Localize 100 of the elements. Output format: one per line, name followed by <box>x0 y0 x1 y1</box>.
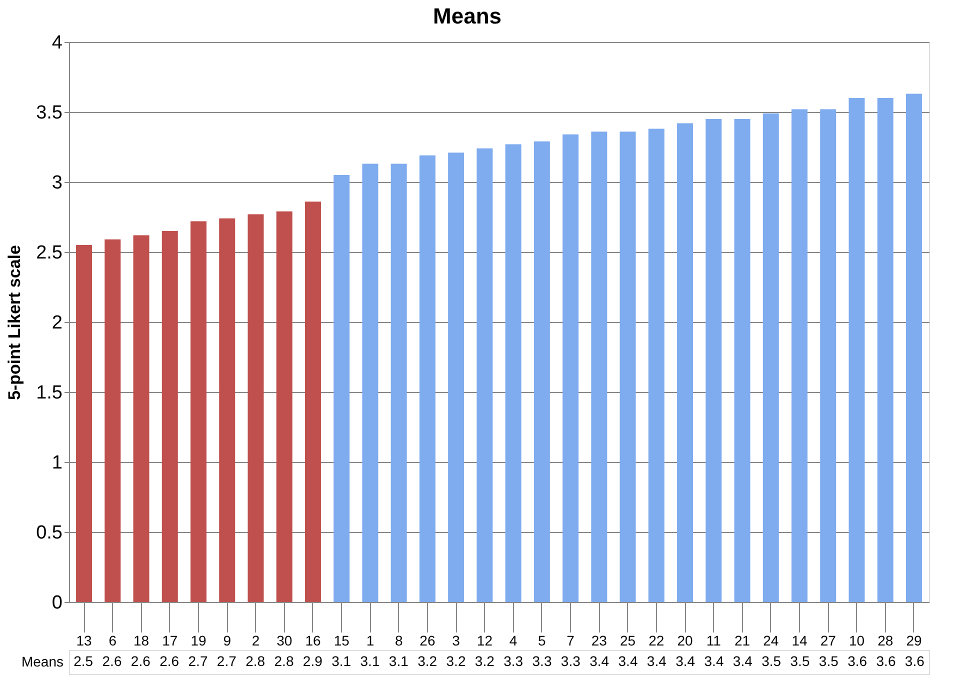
y-axis-title: 5-point Likert scale <box>5 245 24 400</box>
x-tick-label: 7 <box>566 632 575 648</box>
bar <box>762 113 779 602</box>
bar <box>76 245 92 602</box>
x-tick-label: 27 <box>820 632 836 648</box>
data-label: 3.4 <box>618 653 638 669</box>
x-tick-label: 25 <box>620 632 636 648</box>
bar <box>906 94 922 602</box>
bar <box>334 175 350 602</box>
x-tick-label: 8 <box>394 632 403 648</box>
data-label: 3.5 <box>818 653 839 669</box>
data-label: 3.5 <box>790 653 810 669</box>
x-tick-label: 19 <box>190 632 206 648</box>
y-tick-label: 3.5 <box>36 102 62 124</box>
data-label: 3.6 <box>904 653 925 669</box>
data-label: 3.1 <box>332 653 352 669</box>
y-tick-label: 3 <box>52 172 62 194</box>
data-label: 2.6 <box>102 653 122 669</box>
data-label: 3.4 <box>732 653 753 669</box>
data-label: 2.8 <box>246 653 266 669</box>
data-label: 3.3 <box>504 653 524 669</box>
x-tick-label: 2 <box>252 632 260 648</box>
data-label: 3.3 <box>532 653 552 669</box>
bar <box>734 119 750 602</box>
x-tick-label: 22 <box>648 632 664 648</box>
data-label: 3.1 <box>360 653 380 669</box>
y-tick-label: 0.5 <box>36 522 62 544</box>
bar <box>419 155 436 602</box>
bar <box>648 128 664 602</box>
bar <box>792 109 808 602</box>
x-tick-label: 24 <box>763 632 779 648</box>
bar <box>820 109 836 602</box>
data-label: 3.6 <box>848 653 868 669</box>
y-tick-label: 1 <box>52 452 62 474</box>
x-tick-label: 5 <box>538 632 546 648</box>
x-tick-label: 14 <box>792 632 808 648</box>
bar <box>276 211 292 602</box>
chart-title: Means <box>433 4 502 28</box>
bar <box>390 164 407 602</box>
x-tick-label: 17 <box>162 632 178 648</box>
bar <box>448 152 464 602</box>
x-tick-label: 29 <box>906 632 922 648</box>
data-label: 3.4 <box>704 653 724 669</box>
data-label: 2.6 <box>160 653 180 669</box>
data-label: 2.8 <box>274 653 294 669</box>
x-tick-label: 16 <box>305 632 321 648</box>
bar <box>591 132 608 602</box>
y-tick-label: 2.5 <box>36 242 62 264</box>
x-tick-label: 3 <box>452 632 460 648</box>
x-tick-label: 1 <box>366 632 374 648</box>
bar <box>562 134 579 602</box>
x-tick-label: 15 <box>334 632 350 648</box>
bar <box>304 202 321 602</box>
x-tick-label: 11 <box>706 632 722 648</box>
y-tick-label: 0 <box>52 592 62 614</box>
bar <box>877 98 894 602</box>
bar <box>534 141 550 602</box>
x-tick-label: 4 <box>509 632 518 648</box>
bar <box>133 235 150 602</box>
data-label: 2.5 <box>74 653 94 669</box>
x-tick-label: 26 <box>420 632 436 648</box>
data-label: 3.5 <box>762 653 782 669</box>
data-label: 2.9 <box>302 653 323 669</box>
bar <box>362 164 378 602</box>
bar <box>104 239 121 602</box>
data-label: 2.6 <box>130 653 151 669</box>
data-label: 2.7 <box>188 653 208 669</box>
data-label: 3.4 <box>590 653 610 669</box>
data-label: 3.4 <box>676 653 696 669</box>
x-tick-label: 6 <box>108 632 117 648</box>
bar <box>677 123 694 602</box>
y-tick-label: 2 <box>52 312 62 334</box>
text: Means <box>21 654 64 670</box>
data-label: 3.1 <box>388 653 409 669</box>
bar <box>505 144 522 602</box>
x-tick-label: 13 <box>76 632 92 648</box>
x-tick-label: 30 <box>276 632 292 648</box>
bar <box>620 132 636 602</box>
bar <box>848 98 865 602</box>
bar <box>162 231 178 602</box>
data-label: 3.2 <box>418 653 438 669</box>
data-label: 3.6 <box>876 653 896 669</box>
x-tick-label: 9 <box>223 632 232 648</box>
data-label: 3.2 <box>446 653 466 669</box>
data-label: 3.4 <box>646 653 667 669</box>
bar <box>219 218 236 602</box>
x-tick-label: 23 <box>591 632 608 648</box>
x-tick-label: 18 <box>133 632 150 648</box>
data-label: 3.2 <box>474 653 495 669</box>
bar <box>248 214 264 602</box>
bar <box>476 148 493 602</box>
bar <box>190 221 206 602</box>
bar <box>706 119 722 602</box>
data-label: 2.7 <box>216 653 237 669</box>
x-tick-label: 21 <box>734 632 750 648</box>
x-tick-label: 20 <box>677 632 694 648</box>
y-tick-label: 4 <box>52 32 63 54</box>
y-tick-label: 1.5 <box>36 382 62 404</box>
x-tick-label: 28 <box>878 632 894 648</box>
data-label: 3.3 <box>560 653 581 669</box>
